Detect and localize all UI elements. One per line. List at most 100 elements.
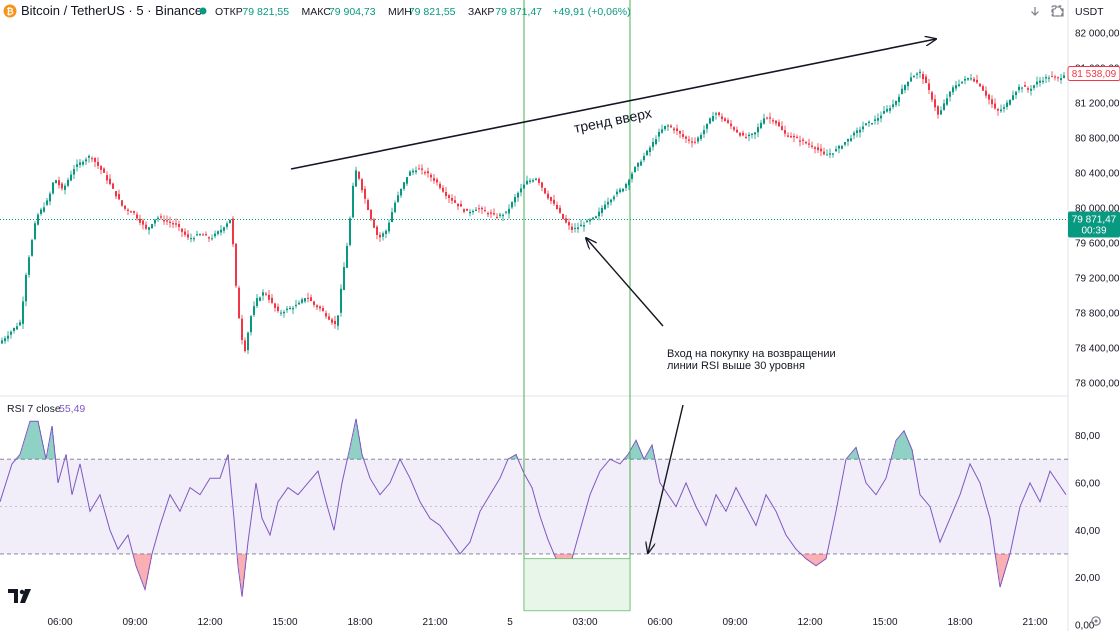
candle-body — [10, 331, 12, 335]
candle-body — [244, 340, 246, 352]
candle-body — [481, 207, 483, 210]
rsi-axis[interactable]: 80,00 60,00 40,00 20,00 0,00 — [1075, 431, 1100, 631]
symbol-title[interactable]: Bitcoin / TetherUS · 5 · Binance — [21, 3, 202, 18]
rsi-oversold-fill — [239, 553, 240, 574]
candle-body — [874, 119, 876, 121]
rsi-overbought-fill — [632, 447, 633, 460]
candle-body — [934, 99, 936, 108]
candle-body — [4, 338, 6, 342]
candle-body — [859, 129, 861, 133]
rsi-oversold-fill — [138, 553, 139, 572]
candle-body — [286, 308, 288, 311]
rsi-overbought-fill — [511, 457, 512, 460]
rsi-overbought-fill — [40, 430, 41, 460]
candle-body — [715, 113, 717, 115]
entry-zone-box[interactable] — [523, 558, 631, 612]
candle-body — [511, 202, 513, 208]
rsi-overbought-fill — [353, 433, 354, 460]
candle-body — [253, 306, 255, 315]
candle-body — [61, 183, 63, 189]
candle-body — [670, 125, 672, 128]
price-tick-4: 80 400,00 — [1075, 169, 1120, 180]
rsi-oversold-fill — [820, 553, 821, 563]
time-axis[interactable]: 06:00 09:00 12:00 15:00 18:00 21:00 5 03:00 06:0… — [47, 617, 1047, 628]
candle-body — [325, 313, 327, 317]
candle-body — [676, 128, 678, 131]
candle-body — [1000, 109, 1002, 112]
rsi-oversold-fill — [242, 553, 243, 597]
price-tick-9: 78 400,00 — [1075, 344, 1120, 355]
candle-body — [646, 150, 648, 156]
rsi-overbought-fill — [350, 447, 351, 460]
candle-body — [517, 192, 519, 198]
rsi-overbought-fill — [626, 456, 627, 460]
candle-body — [406, 177, 408, 184]
rsi-oversold-fill — [1001, 553, 1002, 584]
rsi-oversold-fill — [558, 553, 559, 563]
rsi-overbought-fill — [892, 455, 893, 460]
gear-icon[interactable] — [1091, 616, 1101, 626]
rsi-overbought-fill — [640, 449, 641, 460]
rsi-oversold-fill — [147, 553, 148, 580]
rsi-overbought-fill — [23, 444, 24, 460]
candle-body — [64, 185, 66, 190]
trend-arrow[interactable] — [290, 39, 936, 170]
candle-body — [871, 122, 873, 125]
candle-body — [7, 335, 9, 339]
rsi-label[interactable]: RSI 7 close — [7, 403, 61, 415]
candle-body — [172, 223, 174, 225]
rsi-overbought-fill — [628, 454, 629, 460]
rsi-overbought-fill — [29, 424, 30, 460]
candle-body — [619, 189, 621, 193]
rsi-line[interactable] — [0, 418, 1067, 597]
time-tick-7: 03:00 — [572, 617, 597, 628]
candle-body — [835, 149, 837, 152]
bitcoin-icon: ₿ — [3, 4, 17, 18]
rsi-overbought-fill — [358, 430, 359, 460]
arrow-down-icon[interactable] — [1031, 7, 1039, 16]
candle-body — [427, 171, 429, 174]
candle-body — [25, 274, 27, 302]
candle-body — [778, 122, 780, 127]
price-tick-3: 80 800,00 — [1075, 134, 1120, 145]
rsi-oversold-fill — [996, 553, 997, 560]
rsi-tick-0: 80,00 — [1075, 431, 1100, 442]
candle-body — [472, 210, 474, 213]
entry-arrow-price[interactable] — [586, 238, 664, 327]
rsi-oversold-fill — [1002, 553, 1003, 581]
candle-body — [931, 92, 933, 100]
candle-body — [1018, 86, 1020, 91]
rsi-overbought-fill — [900, 435, 901, 460]
candle-body — [943, 103, 945, 110]
candle-body — [103, 168, 105, 173]
rsi-overbought-fill — [649, 450, 650, 460]
candle-body — [1024, 85, 1026, 87]
rsi-oversold-fill — [812, 553, 813, 563]
rsi-overbought-fill — [907, 437, 908, 460]
camera-icon[interactable] — [1052, 6, 1064, 17]
candle-body — [616, 191, 618, 195]
currency-selector[interactable]: USDT — [1075, 6, 1104, 18]
candle-body — [76, 164, 78, 167]
rsi-overbought-fill — [648, 452, 649, 460]
candle-body — [184, 231, 186, 235]
candle-body — [565, 218, 567, 223]
candle-body — [1, 340, 3, 344]
rsi-overbought-fill — [513, 456, 514, 460]
rsi-oversold-fill — [997, 553, 998, 567]
entry-arrow-rsi[interactable] — [648, 404, 684, 553]
rsi-overbought-fill — [848, 456, 849, 460]
ohlc-value-2: 79 821,55 — [409, 6, 456, 18]
tradingview-logo-icon[interactable] — [8, 589, 31, 603]
candle-body — [739, 133, 741, 136]
rsi-overbought-fill — [639, 447, 640, 460]
candle-body — [478, 208, 480, 210]
candle-body — [790, 136, 792, 138]
rsi-oversold-fill — [136, 553, 137, 566]
last-price-badge: 81 538,09 — [1067, 66, 1120, 82]
candle-body — [541, 182, 543, 188]
time-tick-1: 09:00 — [122, 617, 147, 628]
rsi-oversold-fill — [570, 553, 571, 563]
